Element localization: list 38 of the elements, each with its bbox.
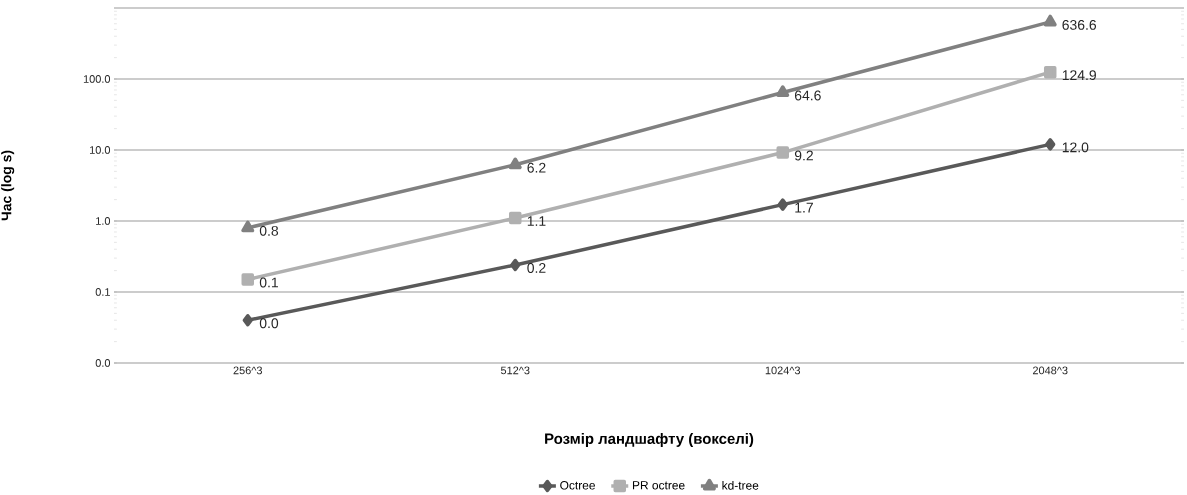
y-axis-title: Час (log s): [1, 150, 15, 221]
point: [1043, 65, 1057, 79]
point: [510, 258, 521, 272]
data-label: 0.1: [259, 277, 278, 288]
y-tick-label: 0.0: [95, 359, 111, 367]
data-label: 0.2: [527, 263, 546, 273]
legend-label: PR octree: [632, 481, 685, 490]
data-label: 0.0: [259, 318, 279, 329]
point: [508, 157, 522, 170]
data-label: 124.9: [1062, 70, 1096, 81]
point: [777, 198, 788, 211]
point: [776, 85, 790, 97]
x-tick-label: 1024^3: [765, 366, 801, 375]
data-label: 0.8: [259, 225, 279, 236]
point: [241, 273, 254, 286]
legend-label: kd-tree: [722, 480, 759, 490]
x-axis-title: Розмір ландшафту (вокселі): [545, 433, 754, 447]
data-label: 1.1: [527, 216, 546, 226]
point: [241, 220, 255, 233]
data-label: 1.7: [795, 202, 813, 213]
data-label: 6.2: [527, 162, 546, 173]
y-tick-label: 10.0: [89, 146, 111, 154]
y-tick-label: 100.0: [83, 75, 111, 83]
point: [1043, 14, 1057, 27]
x-tick-label: 512^3: [500, 366, 530, 375]
x-tick-label: 2048^3: [1032, 366, 1068, 375]
point: [776, 146, 789, 159]
data-label: 636.6: [1062, 19, 1097, 30]
data-label: 12.0: [1062, 142, 1089, 153]
point: [509, 211, 522, 225]
point: [242, 313, 253, 327]
legend-label: Octree: [560, 481, 595, 490]
data-label: 64.6: [794, 90, 821, 101]
data-label: 9.2: [794, 150, 813, 161]
point: [1045, 138, 1056, 151]
x-tick-label: 256^3: [233, 366, 263, 375]
y-tick-label: 1.0: [96, 217, 111, 225]
y-tick-label: 0.1: [95, 288, 110, 296]
